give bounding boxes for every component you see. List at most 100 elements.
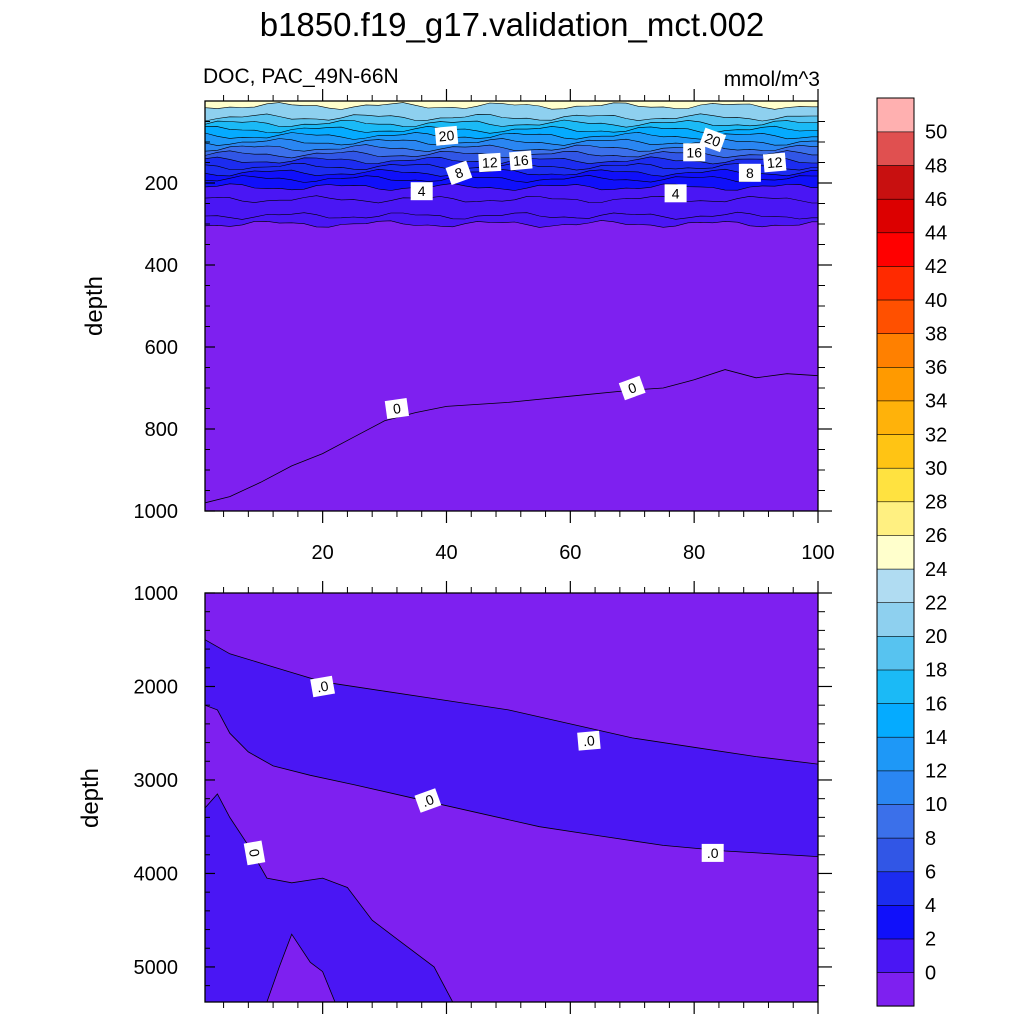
contour-label-text: 16 — [686, 144, 702, 160]
y-tick-label: 4000 — [134, 863, 179, 885]
x-tick-label: 40 — [435, 542, 457, 564]
units-label: mmol/m^3 — [724, 68, 820, 91]
contour-label-bg — [762, 152, 787, 173]
contour-label: 8 — [445, 160, 473, 186]
colorbar-label: 22 — [925, 592, 947, 614]
colorbar-box — [876, 702, 915, 738]
colorbar-box — [876, 669, 915, 704]
colorbar-label: 26 — [925, 525, 947, 547]
colorbar-label: 38 — [925, 323, 947, 345]
contour-label-bg — [310, 675, 335, 698]
colorbar-label: 42 — [925, 256, 947, 278]
left-string: DOC, PAC_49N-66N — [203, 65, 399, 88]
contour-label: .0 — [701, 843, 724, 862]
colorbar-box — [876, 265, 915, 301]
y-tick-label: 1000 — [134, 583, 179, 605]
contour-label-bg — [445, 160, 473, 186]
contour-label: 0 — [384, 398, 410, 419]
contour-label-bg — [683, 143, 706, 162]
y-tick-label: 3000 — [134, 770, 179, 792]
colorbar-label: 32 — [925, 424, 947, 446]
band-top — [205, 101, 818, 110]
colorbar-box — [876, 568, 915, 603]
contour-label-bg — [414, 788, 442, 813]
contour-label: 16 — [509, 150, 533, 171]
y-tick-label: 600 — [145, 337, 178, 359]
colorbar-label: 34 — [925, 391, 947, 413]
contour-label-text: .0 — [420, 791, 437, 810]
colorbar-box — [876, 433, 915, 469]
colorbar-label: 8 — [925, 828, 936, 850]
y-tick-label: 400 — [145, 255, 178, 277]
contour-label-bg — [384, 398, 410, 419]
band-positive-upper — [205, 639, 818, 858]
colorbar-box — [876, 635, 915, 671]
contour-label: 0 — [243, 840, 266, 866]
colorbar-box — [876, 232, 915, 267]
contour-label-text: .0 — [315, 678, 329, 696]
colorbar-label: 0 — [925, 962, 936, 984]
colorbar-label: 4 — [925, 895, 936, 917]
colorbar-box — [876, 803, 915, 839]
bottom-y-axis-label: depth — [77, 768, 104, 828]
contour-label-bg — [434, 125, 459, 146]
contour-label-text: 20 — [703, 130, 723, 150]
contour-label-text: 12 — [766, 154, 783, 171]
y-tick-label: 2000 — [134, 676, 179, 698]
colorbar-box — [876, 131, 915, 166]
x-tick-label: 100 — [801, 542, 834, 564]
bottom-contour-fill — [205, 593, 818, 1002]
band-negative — [205, 369, 818, 511]
contour-label: 12 — [478, 152, 502, 173]
colorbar-box — [876, 837, 915, 873]
contour-label-text: 0 — [392, 400, 402, 417]
bottom-panel: .0 .0 .0 .0 0 1000 2000 3000 4000 5000 depth — [77, 581, 832, 1014]
colorbar-box — [876, 972, 915, 1007]
colorbar: 0246810121416182022242628303234363840424… — [876, 97, 947, 1007]
chart-title: b1850.f19_g17.validation_mct.002 — [260, 6, 765, 43]
colorbar-label: 28 — [925, 492, 947, 514]
top-y-axis-label: depth — [81, 276, 108, 336]
contour-label-bg — [509, 150, 533, 171]
colorbar-label: 14 — [925, 727, 947, 749]
colorbar-box — [876, 299, 915, 334]
colorbar-label: 10 — [925, 794, 947, 816]
contour-label-bg — [699, 127, 727, 153]
contour-label: 0 — [618, 375, 646, 401]
colorbar-box — [876, 534, 915, 570]
colorbar-label: 50 — [925, 122, 947, 144]
y-tick-label: 5000 — [134, 957, 179, 979]
colorbar-label: 46 — [925, 189, 947, 211]
colorbar-label: 48 — [925, 155, 947, 177]
colorbar-box — [876, 97, 915, 133]
colorbar-label: 2 — [925, 929, 936, 951]
x-tick-label: 60 — [559, 542, 581, 564]
bottom-plot-frame — [204, 592, 819, 1003]
colorbar-label: 6 — [925, 862, 936, 884]
contour-label-bg — [738, 163, 761, 182]
colorbar-label: 44 — [925, 223, 947, 245]
colorbar-label: 20 — [925, 626, 947, 648]
contour-label: .0 — [414, 788, 442, 813]
colorbar-box — [876, 602, 915, 637]
colorbar-box — [876, 904, 915, 940]
colorbar-box — [876, 366, 915, 402]
contour-label-bg — [664, 184, 687, 203]
colorbar-box — [876, 467, 915, 503]
colorbar-box — [876, 333, 915, 368]
contour-label-text: 4 — [418, 183, 426, 199]
colorbar-box — [876, 871, 915, 906]
y-tick-label: 800 — [145, 419, 178, 441]
contour-label-text: 16 — [512, 152, 529, 169]
contour-label-text: 0 — [246, 848, 263, 859]
colorbar-label: 12 — [925, 761, 947, 783]
colorbar-label: 30 — [925, 458, 947, 480]
contour-label-bg — [243, 840, 266, 866]
x-tick-label: 80 — [683, 542, 705, 564]
colorbar-label: 36 — [925, 357, 947, 379]
colorbar-label: 40 — [925, 290, 947, 312]
contour-label: 4 — [664, 184, 687, 203]
